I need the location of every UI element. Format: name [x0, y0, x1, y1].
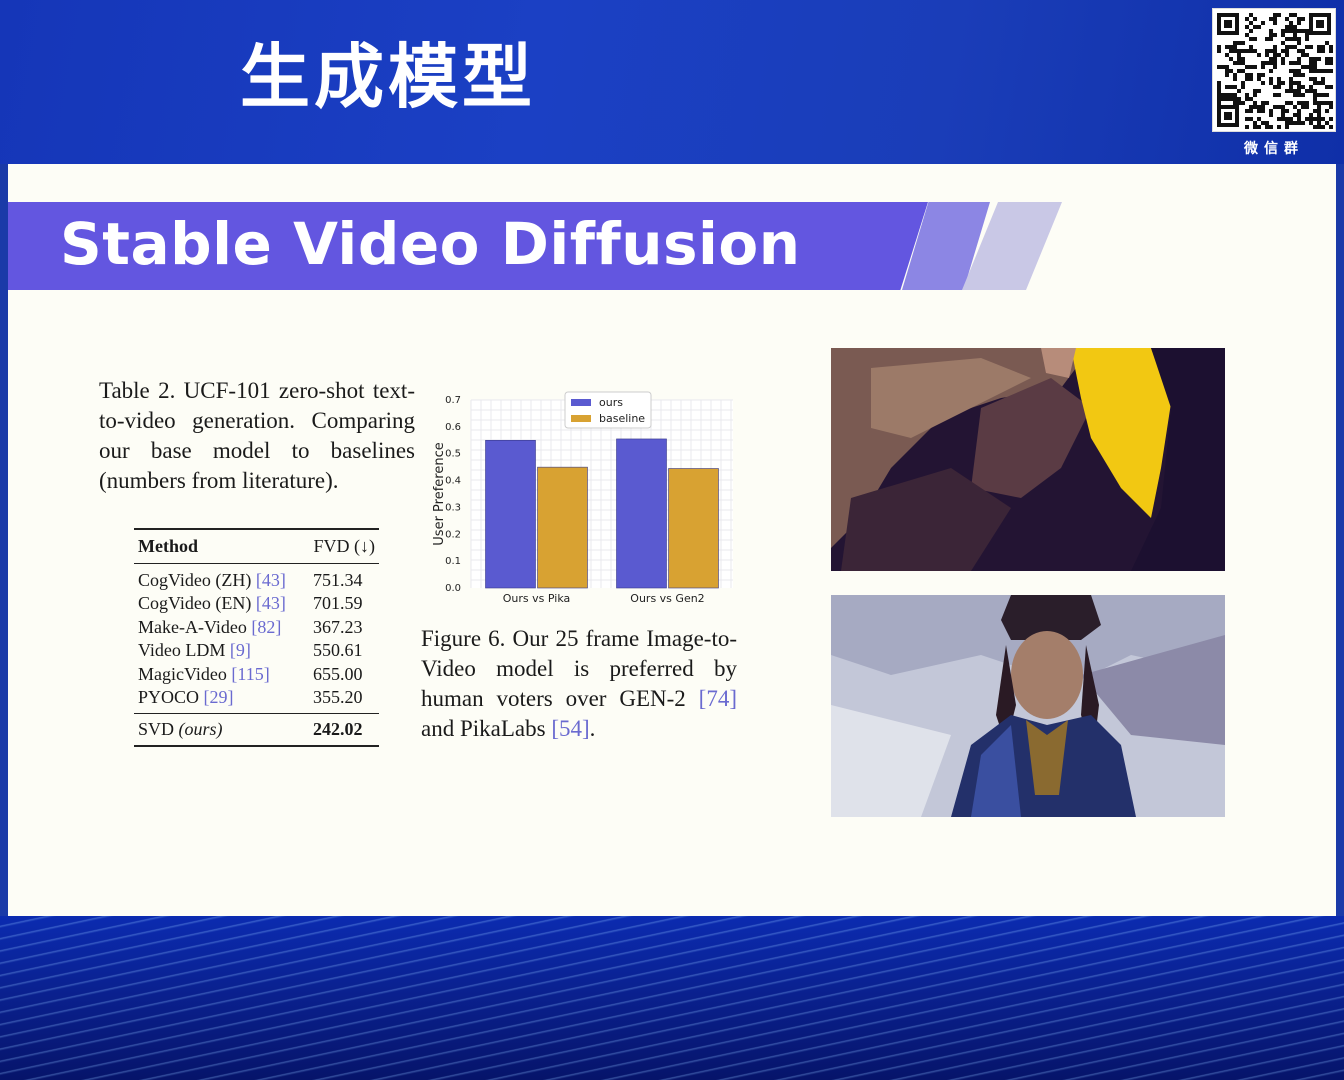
table-cell-fvd: 701.59 [313, 593, 363, 613]
video-frame-top-image [831, 348, 1225, 571]
bar-baseline-1 [668, 468, 719, 589]
table-row: CogVideo (EN) [43] 701.59 [134, 592, 379, 616]
y-tick-label: 0.5 [445, 449, 461, 460]
legend-swatch [571, 415, 591, 422]
qr-code-block: 微信群 [1212, 8, 1336, 158]
table-row: CogVideo (ZH) [43] 751.34 [134, 569, 379, 593]
bar-baseline-0 [537, 466, 588, 589]
table-cell-method: SVD (ours) [138, 718, 223, 739]
table-cell-method: Video LDM [9] [138, 640, 251, 660]
slide-title: Stable Video Diffusion [60, 210, 801, 278]
y-tick-label: 0.3 [445, 502, 461, 513]
table-cell-method: PYOCO [29] [138, 687, 234, 707]
table-cell-fvd: 355.20 [313, 687, 363, 707]
y-tick-label: 0.0 [445, 583, 461, 594]
qr-code-icon [1212, 8, 1336, 132]
left-edge-decoration [0, 164, 8, 916]
legend-label: baseline [599, 412, 645, 425]
right-edge-decoration [1336, 164, 1344, 916]
figure-caption: Figure 6. Our 25 frame Image-to-Video mo… [421, 626, 737, 741]
y-tick-label: 0.6 [445, 422, 461, 433]
table-body: CogVideo (ZH) [43] 751.34 CogVideo (EN) [4… [134, 564, 379, 714]
table-row: Video LDM [9] 550.61 [134, 639, 379, 663]
video-frame-bottom-image [831, 595, 1225, 817]
bar-ours-1 [616, 438, 667, 589]
x-tick-label: Ours vs Pika [503, 592, 570, 605]
x-tick-label: Ours vs Gen2 [630, 592, 704, 605]
table-cell-method: CogVideo (ZH) [43] [138, 569, 286, 590]
table-cell-fvd: 550.61 [313, 640, 363, 660]
y-tick-label: 0.1 [445, 556, 461, 567]
table-footer-row: SVD (ours) 242.02 [134, 714, 379, 746]
slide-panel: Stable Video Diffusion Table 2. UCF-101 … [8, 164, 1336, 916]
y-tick-label: 0.2 [445, 529, 461, 540]
table-caption: Table 2. UCF-101 zero-shot text-to-video… [99, 378, 415, 493]
footer-background [0, 916, 1344, 1080]
legend-label: ours [599, 396, 623, 409]
table-cell-method: CogVideo (EN) [43] [138, 593, 286, 613]
title-banner: Stable Video Diffusion [8, 202, 1068, 290]
y-axis-label: User Preference [432, 442, 447, 545]
page-title: 生成模型 [240, 36, 536, 118]
table-row: PYOCO [29] 355.20 [134, 686, 379, 710]
header-background [0, 0, 1344, 164]
title-banner-fill [8, 202, 928, 290]
column-header-fvd: FVD (↓) [313, 536, 376, 556]
y-tick-label: 0.7 [445, 395, 461, 406]
table-row: Make-A-Video [82] 367.23 [134, 616, 379, 640]
chart-svg: 0.0 0.1 0.2 0.3 0.4 0.5 0.6 0.7 User Preference O… [432, 391, 733, 605]
qr-label: 微信群 [1244, 141, 1304, 157]
table-cell-fvd: 367.23 [313, 616, 363, 637]
table-cell-fvd: 751.34 [313, 569, 363, 590]
user-preference-chart: 0.0 0.1 0.2 0.3 0.4 0.5 0.6 0.7 User Preference O… [423, 388, 743, 612]
bar-ours-0 [485, 439, 536, 589]
y-tick-label: 0.4 [445, 476, 461, 487]
table-header-row: Method FVD (↓) [134, 530, 379, 564]
table-cell-method: MagicVideo [115] [138, 663, 270, 684]
results-table: Method FVD (↓) CogVideo (ZH) [43] 751.34 C… [134, 528, 379, 747]
table-cell-fvd: 655.00 [313, 663, 363, 684]
legend-swatch [571, 399, 591, 406]
table-row: MagicVideo [115] 655.00 [134, 663, 379, 687]
column-header-method: Method [138, 536, 198, 556]
table-cell-method: Make-A-Video [82] [138, 616, 282, 637]
table-cell-fvd: 242.02 [313, 718, 363, 739]
